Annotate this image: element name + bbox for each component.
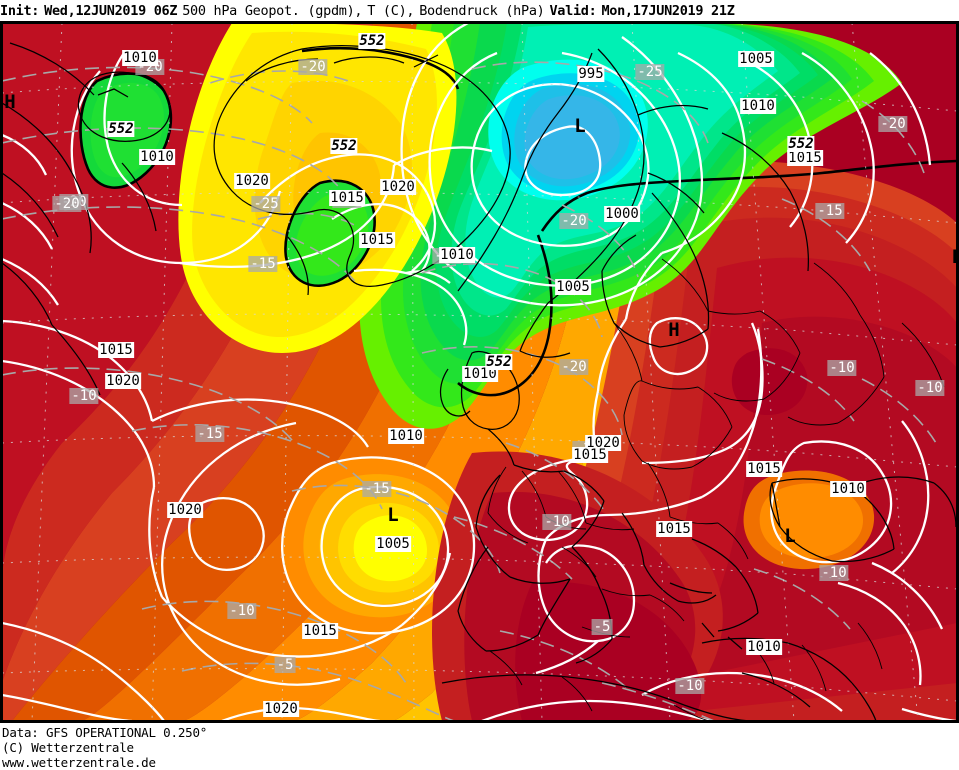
header-field-geopotential: 500 hPa Geopot. (gpdm),	[182, 2, 363, 19]
header-init-label: Init:	[0, 2, 40, 19]
weather-map-canvas[interactable]: -20 -20 -20 -20 -20 -25 -25 -20 -20 -20 -15 -15 -20-…	[0, 21, 959, 723]
surface-pressure-isobars	[2, 23, 957, 721]
map-header: Init: Wed,12JUN2019 06Z 500 hPa Geopot. …	[0, 0, 959, 21]
credits-block: Data: GFS OPERATIONAL 0.250° (C) Wetterz…	[2, 725, 207, 770]
data-source-line: Data: GFS OPERATIONAL 0.250°	[2, 725, 208, 740]
map-graphic	[2, 23, 957, 721]
header-valid-value: Mon,17JUN2019 21Z	[601, 2, 735, 19]
geopotential-552-contour	[79, 46, 957, 397]
header-init-value: Wed,12JUN2019 06Z	[44, 2, 178, 19]
website-line[interactable]: www.wetterzentrale.de	[2, 755, 156, 770]
header-valid-label: Valid:	[549, 2, 597, 19]
copyright-line: (C) Wetterzentrale	[2, 740, 134, 755]
header-field-temperature: T (C),	[367, 2, 415, 19]
map-footer: Data: GFS OPERATIONAL 0.250° (C) Wetterz…	[0, 725, 959, 770]
header-field-surface-pressure: Bodendruck (hPa)	[419, 2, 545, 19]
